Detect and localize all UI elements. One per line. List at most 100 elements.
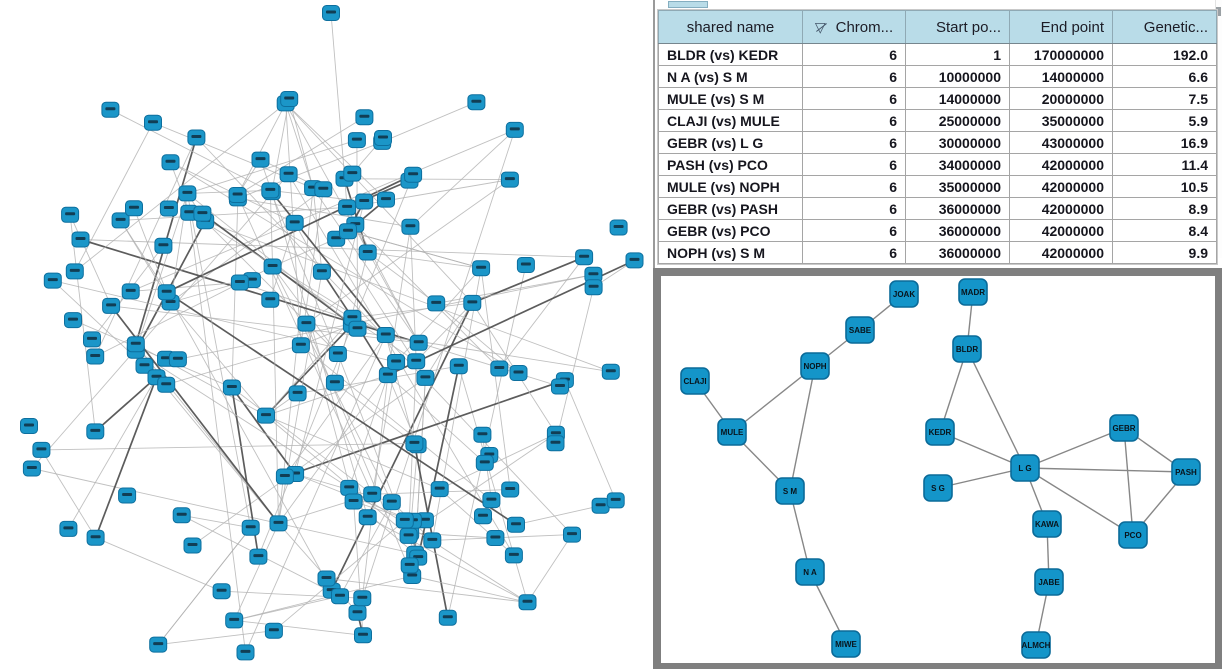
network-edge[interactable] xyxy=(265,374,389,417)
network-node[interactable] xyxy=(149,636,168,653)
table-cell[interactable]: 43000000 xyxy=(1009,131,1113,154)
network-edge[interactable] xyxy=(294,201,365,475)
network-edge[interactable] xyxy=(278,188,314,524)
column-header-chromosome[interactable]: ▽ Chrom... xyxy=(802,10,906,44)
network-node[interactable] xyxy=(102,297,121,314)
network-node[interactable] xyxy=(183,537,202,554)
network-edge[interactable] xyxy=(120,206,348,221)
table-cell[interactable]: GEBR (vs) L G xyxy=(658,131,803,154)
network-node[interactable] xyxy=(416,369,435,386)
network-edge[interactable] xyxy=(31,173,289,469)
network-edge[interactable] xyxy=(348,374,389,489)
network-node[interactable] xyxy=(275,468,294,485)
table-cell[interactable]: 10000000 xyxy=(905,65,1010,88)
column-header-end-point[interactable]: End point xyxy=(1009,10,1113,44)
table-cell[interactable]: 6 xyxy=(802,219,906,242)
network-edge[interactable] xyxy=(135,350,350,489)
table-cell[interactable]: 6 xyxy=(802,175,906,198)
detail-network-canvas[interactable]: JOAK MADR SABE NOPH CLAJI BLDR MULE KEDR GEBR L G… xyxy=(661,276,1215,663)
table-row[interactable]: CLAJI (vs) MULE 6 25000000 35000000 5.9 xyxy=(658,109,1217,132)
network-edge[interactable] xyxy=(272,238,337,267)
table-cell[interactable]: 34000000 xyxy=(905,153,1010,176)
network-edge[interactable] xyxy=(95,537,222,592)
network-node[interactable] xyxy=(358,244,377,261)
network-node[interactable] xyxy=(463,294,482,311)
network-node[interactable] xyxy=(20,418,38,434)
network-node[interactable] xyxy=(264,622,283,639)
table-cell[interactable]: 20000000 xyxy=(1009,87,1113,110)
network-edge[interactable] xyxy=(181,514,251,529)
network-edge[interactable] xyxy=(31,468,416,555)
network-node[interactable] xyxy=(71,231,90,248)
table-cell[interactable]: 11.4 xyxy=(1112,153,1217,176)
network-edge[interactable] xyxy=(269,189,387,336)
network-node[interactable] xyxy=(505,121,524,138)
network-edge[interactable] xyxy=(347,230,482,269)
network-node[interactable]: N A xyxy=(795,558,825,586)
network-node[interactable] xyxy=(257,407,275,424)
network-node[interactable]: PASH xyxy=(1171,458,1201,486)
network-node[interactable] xyxy=(126,336,145,353)
network-node[interactable] xyxy=(409,334,428,351)
network-node[interactable] xyxy=(430,481,449,498)
network-edge[interactable] xyxy=(439,433,557,490)
table-row[interactable]: MULE (vs) S M 6 14000000 20000000 7.5 xyxy=(658,87,1217,110)
network-node[interactable] xyxy=(376,327,395,343)
table-cell[interactable]: 42000000 xyxy=(1009,241,1113,264)
table-cell[interactable]: GEBR (vs) PCO xyxy=(658,219,803,242)
network-node[interactable] xyxy=(563,526,581,543)
network-edge[interactable] xyxy=(69,214,96,432)
network-node[interactable] xyxy=(340,479,359,496)
network-node[interactable] xyxy=(314,181,333,198)
network-edge[interactable] xyxy=(237,197,411,228)
table-cell[interactable]: MULE (vs) NOPH xyxy=(658,175,803,198)
network-edge[interactable] xyxy=(237,116,365,196)
network-node[interactable] xyxy=(374,130,392,146)
network-node[interactable] xyxy=(438,609,457,626)
network-node[interactable]: SABE xyxy=(845,316,875,344)
network-node[interactable] xyxy=(249,548,268,565)
network-edge[interactable] xyxy=(410,532,496,539)
network-edge[interactable] xyxy=(231,386,296,475)
network-edge[interactable] xyxy=(166,291,333,591)
network-node[interactable] xyxy=(347,132,366,149)
network-node[interactable] xyxy=(504,547,523,564)
network-node[interactable] xyxy=(83,331,101,348)
table-cell[interactable]: 30000000 xyxy=(905,131,1010,154)
network-node[interactable] xyxy=(157,284,176,301)
table-cell[interactable]: 192.0 xyxy=(1112,43,1217,66)
network-edge[interactable] xyxy=(966,348,1026,469)
network-node[interactable] xyxy=(328,346,347,362)
network-node[interactable] xyxy=(348,320,367,337)
table-cell[interactable]: 35000000 xyxy=(1009,109,1113,132)
network-node[interactable] xyxy=(297,315,316,332)
network-node[interactable] xyxy=(144,114,162,131)
network-node[interactable] xyxy=(382,494,401,511)
network-node[interactable]: S M xyxy=(775,477,805,505)
network-node[interactable] xyxy=(405,435,424,452)
table-cell[interactable]: 6 xyxy=(802,131,906,154)
network-edge[interactable] xyxy=(1024,467,1187,473)
table-row[interactable]: GEBR (vs) PCO 6 36000000 42000000 8.4 xyxy=(658,219,1217,242)
network-edge[interactable] xyxy=(425,302,473,379)
table-row[interactable]: NOPH (vs) S M 6 36000000 42000000 9.9 xyxy=(658,241,1217,264)
network-edge[interactable] xyxy=(166,173,414,293)
table-cell[interactable]: 36000000 xyxy=(905,197,1010,220)
network-node[interactable]: CLAJI xyxy=(680,367,710,395)
network-node[interactable] xyxy=(501,481,520,498)
network-node[interactable] xyxy=(475,454,494,471)
network-edge[interactable] xyxy=(939,348,968,433)
network-node[interactable]: JOAK xyxy=(889,280,919,308)
table-cell[interactable]: 42000000 xyxy=(1009,153,1113,176)
network-edge[interactable] xyxy=(527,534,573,603)
network-node[interactable] xyxy=(449,358,468,375)
network-node[interactable] xyxy=(285,214,304,231)
horizontal-scrollbar-thumb[interactable] xyxy=(668,1,708,8)
network-node[interactable] xyxy=(86,529,105,546)
network-node[interactable] xyxy=(154,237,173,254)
network-node[interactable] xyxy=(312,263,331,280)
network-edge[interactable] xyxy=(120,220,168,293)
network-node[interactable] xyxy=(518,594,537,611)
network-node[interactable] xyxy=(609,219,628,236)
network-node[interactable] xyxy=(331,588,349,605)
